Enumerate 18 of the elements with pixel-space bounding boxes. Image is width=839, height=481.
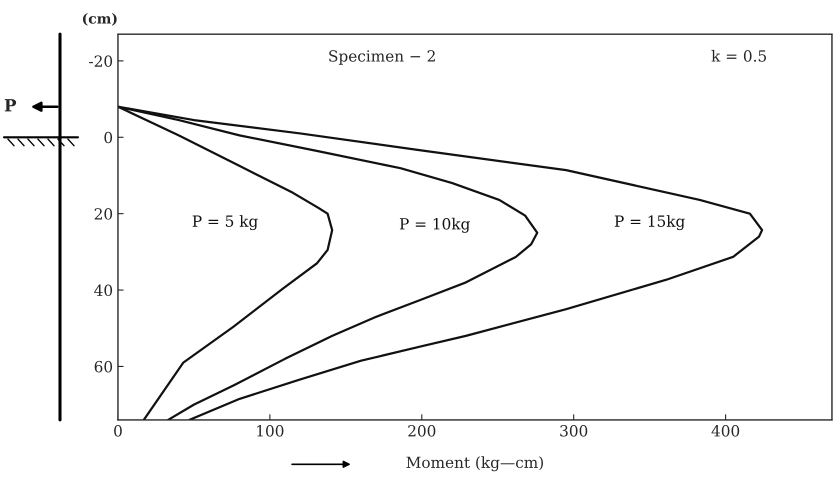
y-tick-label: 0 (104, 132, 112, 144)
x-tick-label: 400 (712, 425, 740, 437)
x-tick-label: 0 (114, 425, 122, 437)
x-axis-title: Moment (kg—cm) (406, 456, 543, 472)
y-tick-label: 60 (94, 360, 112, 372)
x-tick-label: 300 (560, 425, 588, 437)
x-tick-label: 200 (408, 425, 436, 437)
annotation: Specimen − 2 (329, 50, 435, 65)
x-tick-label: 100 (257, 425, 284, 437)
y-tick-label: 40 (94, 284, 112, 296)
y-tick-label: -20 (89, 55, 112, 67)
text: P (4, 99, 16, 112)
y-axis-title: (cm) (82, 12, 117, 26)
series-label: P = 10kg (400, 218, 470, 233)
series-label: P = 15kg (614, 215, 685, 230)
annotation: k = 0.5 (712, 50, 766, 62)
text: P = 5 kg (192, 215, 258, 230)
y-tick-label: 20 (94, 208, 112, 220)
